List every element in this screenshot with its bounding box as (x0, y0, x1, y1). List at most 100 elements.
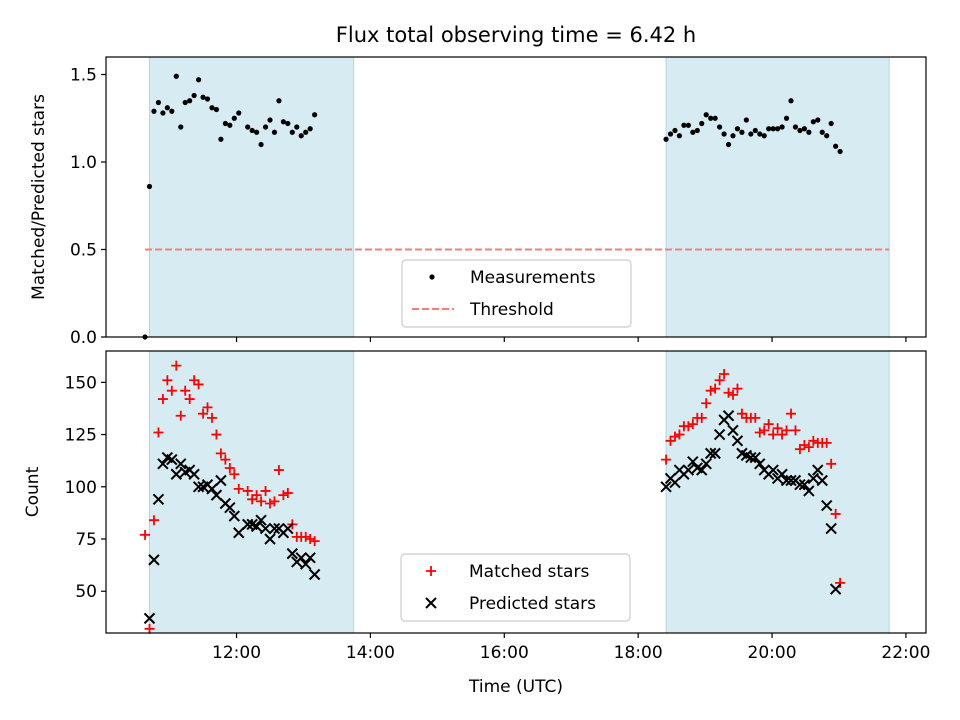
x-tick-label: 22:00 (881, 643, 930, 663)
data-point (701, 398, 712, 409)
data-point (164, 105, 170, 111)
data-point (712, 115, 718, 121)
data-point (792, 124, 799, 130)
shaded-interval (665, 350, 890, 634)
data-point (750, 412, 761, 423)
legend-marker-predicted (425, 597, 437, 609)
data-point (175, 410, 186, 421)
data-point (307, 126, 313, 132)
x-tick-label: 20:00 (748, 643, 797, 663)
x-axis-label: Time (UTC) (468, 677, 563, 697)
x-tick-label: 16:00 (480, 643, 529, 663)
data-point (269, 496, 280, 507)
data-point (312, 112, 318, 118)
data-point (687, 456, 699, 468)
data-point (227, 122, 233, 128)
data-point (157, 458, 169, 470)
data-point (683, 421, 694, 432)
data-point (192, 481, 205, 493)
data-point (209, 105, 215, 111)
axes-frame (105, 56, 927, 338)
data-point (761, 133, 767, 139)
data-point (193, 379, 204, 390)
data-point (681, 122, 687, 128)
data-point (767, 464, 779, 476)
data-point (251, 490, 262, 501)
data-point (224, 462, 235, 473)
data-point (808, 435, 819, 446)
data-point (766, 126, 772, 132)
data-point (198, 408, 209, 419)
data-point (282, 522, 294, 535)
data-point (734, 126, 741, 132)
data-point (173, 73, 179, 79)
data-point (803, 485, 815, 497)
data-point (667, 131, 674, 137)
data-point (828, 120, 834, 127)
legend-marker-matched (426, 566, 436, 576)
y-axis-label: Count (23, 466, 43, 517)
data-point (794, 478, 806, 491)
series-measurements (142, 73, 843, 340)
data-point (713, 428, 726, 441)
data-point (705, 385, 716, 396)
data-point (233, 527, 245, 539)
data-point (273, 465, 284, 476)
data-point (815, 117, 821, 123)
data-point (732, 383, 743, 394)
data-point (752, 127, 758, 134)
data-point (282, 488, 293, 499)
chart-title: Flux total observing time = 6.42 h (336, 23, 696, 47)
legend-label: Matched stars (469, 562, 589, 582)
data-point (754, 427, 765, 438)
data-point (285, 120, 291, 127)
data-point (155, 99, 162, 106)
y-tick-label: 0.0 (70, 328, 97, 348)
legend-label: Predicted stars (469, 594, 596, 614)
top-panel: 0.0 0.5 1.0 1.5 Matched/Predicted stars Measu… (29, 56, 927, 348)
data-point (837, 148, 843, 155)
y-tick-label: 50 (75, 582, 97, 602)
data-point (696, 412, 707, 423)
data-point (763, 419, 774, 430)
data-point (170, 468, 182, 480)
data-point (776, 468, 788, 480)
data-point (690, 129, 696, 135)
data-point (280, 119, 286, 125)
data-point (833, 143, 839, 149)
data-point (829, 583, 842, 595)
data-point (779, 124, 785, 130)
legend-label: Measurements (470, 268, 596, 288)
data-point (785, 474, 797, 487)
x-tick-label: 14:00 (346, 643, 395, 663)
y-axis-label: Matched/Predicted stars (29, 94, 49, 300)
data-point (236, 110, 242, 116)
data-point (228, 510, 241, 522)
y-tick-label: 150 (65, 373, 97, 393)
data-point (220, 454, 231, 465)
data-point (254, 129, 260, 135)
data-point (267, 117, 273, 123)
data-point (184, 394, 195, 405)
data-point (152, 493, 165, 506)
data-point (717, 124, 723, 130)
series-matched-stars (140, 360, 846, 634)
data-point (166, 385, 177, 396)
data-point (797, 127, 803, 134)
data-point (259, 522, 272, 535)
data-point (188, 468, 200, 480)
data-point (206, 412, 217, 423)
data-point (303, 129, 309, 135)
data-point (162, 375, 173, 386)
legend-label: Threshold (469, 300, 554, 320)
data-point (140, 529, 151, 540)
data-point (144, 623, 155, 634)
data-point (169, 108, 175, 114)
data-point (799, 440, 810, 450)
data-point (825, 522, 837, 535)
data-point (696, 464, 708, 476)
data-point (772, 423, 783, 434)
data-point (669, 431, 680, 442)
data-point (218, 136, 224, 142)
data-point (211, 429, 222, 440)
